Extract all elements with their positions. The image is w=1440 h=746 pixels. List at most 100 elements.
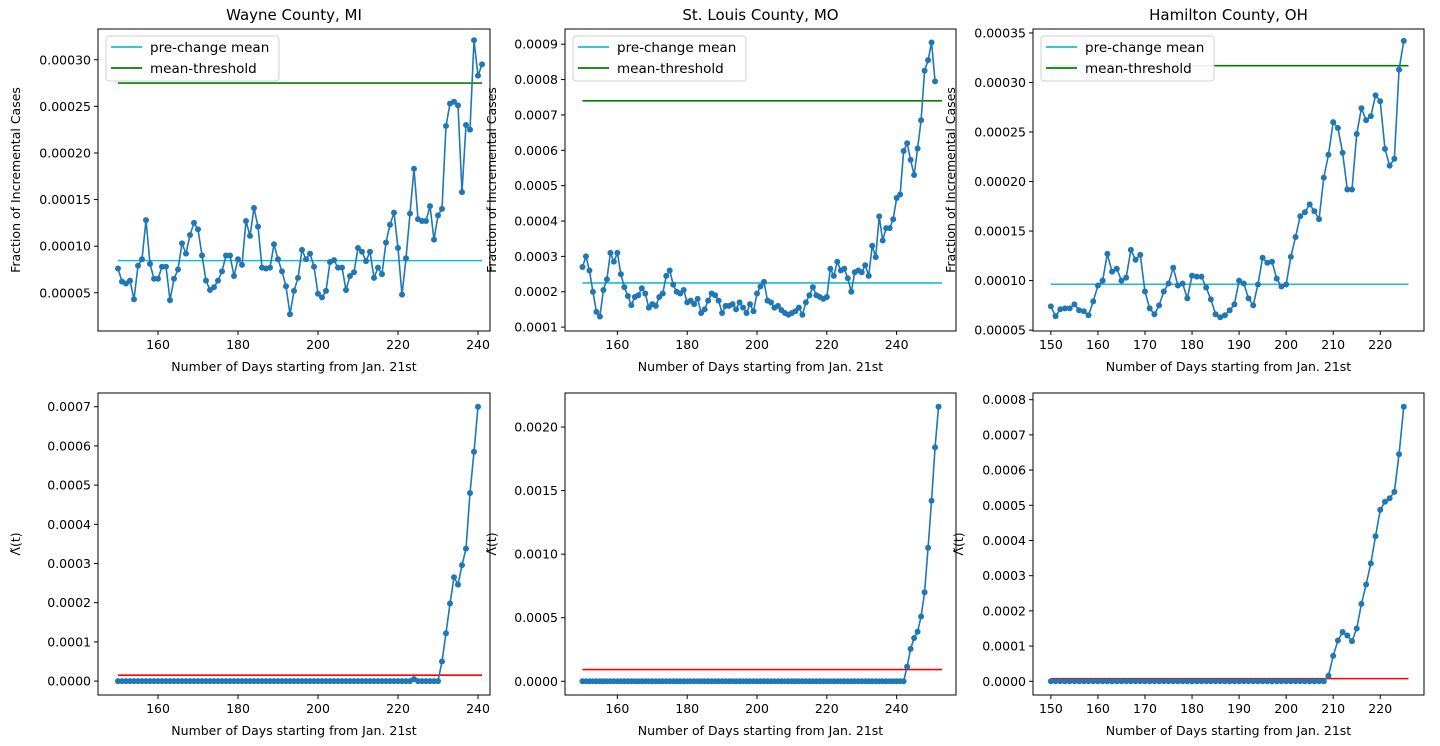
y-tick-label: 0.0008 (982, 392, 1026, 407)
x-axis-label: Number of Days starting from Jan. 21st (638, 359, 883, 374)
data-point (371, 274, 377, 281)
y-tick-label: 0.0003 (514, 249, 558, 264)
data-point (1367, 560, 1374, 567)
data-point (914, 145, 921, 152)
y-tick-label: 0.00005 (39, 285, 91, 300)
chart-title: Wayne County, MI (226, 6, 362, 24)
data-point (1264, 678, 1271, 685)
data-point (1269, 678, 1276, 685)
legend-box (105, 35, 280, 82)
data-point (1264, 259, 1271, 266)
y-tick-label: 0.0009 (514, 37, 558, 52)
y-axis-label: Λ̃(t) (484, 532, 499, 555)
data-point (1184, 295, 1191, 302)
data-point (391, 209, 397, 216)
data-point (427, 203, 433, 210)
data-point (1400, 37, 1407, 44)
data-point (1151, 311, 1158, 318)
series-line (582, 406, 940, 683)
data-point (614, 249, 621, 256)
data-point (1311, 678, 1318, 685)
data-point (593, 308, 600, 315)
data-point (907, 156, 914, 163)
data-point (586, 267, 593, 274)
data-point (1099, 277, 1106, 284)
data-point (1358, 105, 1365, 112)
data-point (827, 265, 834, 272)
series-line (1050, 40, 1405, 319)
data-point (1367, 113, 1374, 120)
legend-label: mean-threshold (1085, 61, 1192, 77)
y-tick-label: 0.00030 (974, 75, 1026, 90)
data-point (355, 245, 361, 252)
data-point (1071, 301, 1078, 308)
y-tick-label: 0.0004 (47, 517, 91, 532)
data-point (865, 272, 872, 279)
data-point (1386, 495, 1393, 502)
data-point (1071, 678, 1078, 685)
data-point (299, 246, 305, 253)
data-point (191, 219, 197, 226)
data-point (774, 302, 781, 309)
data-point (251, 204, 257, 211)
data-point (347, 273, 353, 280)
data-point (670, 281, 677, 288)
y-tick-label: 0.00015 (39, 192, 91, 207)
data-point (659, 290, 666, 297)
data-point (1344, 632, 1351, 639)
data-point (443, 630, 449, 637)
data-point (1193, 678, 1200, 685)
data-point (900, 678, 907, 685)
data-point (897, 191, 904, 198)
data-point (642, 290, 649, 297)
data-point (743, 309, 750, 316)
x-tick-label: 190 (1227, 337, 1251, 352)
x-tick-label: 200 (306, 337, 330, 352)
data-point (844, 275, 851, 282)
data-point (635, 292, 642, 299)
y-axis-label: Fraction of Incremental Cases (484, 87, 499, 273)
y-tick-label: 0.00020 (39, 145, 91, 160)
data-point (1320, 174, 1327, 181)
data-point (1076, 307, 1083, 314)
data-point (1306, 678, 1313, 685)
x-tick-label: 200 (745, 337, 769, 352)
data-point (1381, 145, 1388, 152)
data-point (351, 269, 357, 276)
legend-label: mean-threshold (617, 61, 724, 77)
data-point (1198, 678, 1205, 685)
data-point (1386, 162, 1393, 169)
data-point (1170, 264, 1177, 271)
data-point (1212, 678, 1219, 685)
data-point (1184, 678, 1191, 685)
data-point (1090, 298, 1097, 305)
data-point (1160, 678, 1167, 685)
data-point (155, 275, 161, 282)
data-point (1104, 678, 1111, 685)
x-tick-label: 180 (1180, 701, 1204, 716)
x-tick-label: 240 (885, 701, 909, 716)
data-point (187, 231, 193, 238)
y-axis-label: Fraction of Incremental Cases (943, 87, 958, 273)
data-point (638, 285, 645, 292)
data-point (319, 294, 325, 301)
data-point (1287, 678, 1294, 685)
data-point (1174, 282, 1181, 289)
x-tick-label: 160 (1086, 337, 1110, 352)
data-point (1273, 275, 1280, 282)
data-point (1080, 678, 1087, 685)
data-point (163, 263, 169, 270)
y-tick-label: 0.0006 (982, 463, 1026, 478)
data-point (479, 61, 485, 68)
data-point (463, 545, 469, 552)
data-point (914, 628, 921, 635)
data-point (1207, 678, 1214, 685)
data-point (1221, 678, 1228, 685)
data-point (1203, 284, 1210, 291)
axes-frame (97, 392, 491, 696)
data-point (1221, 312, 1228, 319)
data-point (451, 574, 457, 581)
data-point (239, 261, 245, 268)
data-point (1339, 149, 1346, 156)
data-point (455, 102, 461, 109)
